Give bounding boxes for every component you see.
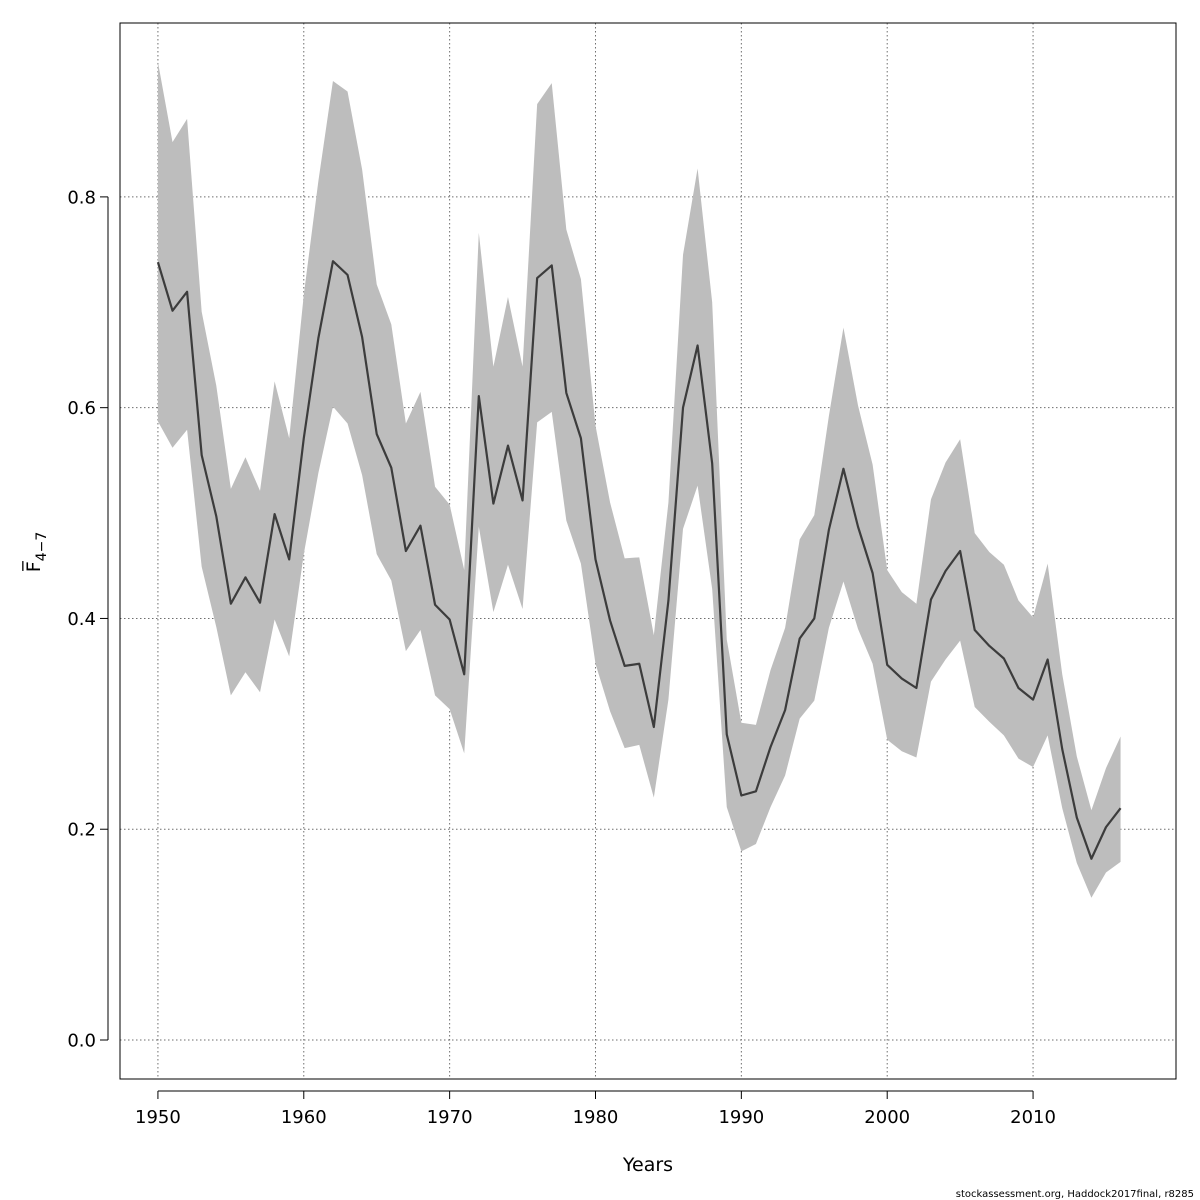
x-tick-label: 1950 <box>135 1107 181 1128</box>
x-tick-label: 1990 <box>718 1107 764 1128</box>
plot-frame <box>119 22 1177 1080</box>
x-tick-label: 1970 <box>427 1107 473 1128</box>
y-tick-label: 0.0 <box>67 1031 96 1052</box>
y-axis-title-subscript: 4−7 <box>34 532 50 562</box>
y-axis: 0.0 0.2 0.4 0.6 0.8 <box>67 187 109 1052</box>
x-tick-label: 1980 <box>573 1107 619 1128</box>
y-tick-label: 0.6 <box>67 398 96 419</box>
confidence-band <box>157 61 1121 898</box>
y-tick-label: 0.8 <box>67 187 96 208</box>
y-axis-title-main: F̅ <box>21 560 45 572</box>
x-axis: 1950 1960 1970 1980 1990 2000 2010 <box>135 1090 1056 1128</box>
credit-text: stockassessment.org, Haddock2017final, r… <box>956 1189 1194 1200</box>
y-axis-title: F̅4−7 <box>21 532 50 572</box>
x-axis-title: Years <box>622 1154 673 1176</box>
x-tick-label: 1960 <box>281 1107 327 1128</box>
y-tick-label: 0.4 <box>67 609 96 630</box>
estimate-line <box>156 260 1122 860</box>
y-tick-label: 0.2 <box>67 820 96 841</box>
x-tick-label: 2010 <box>1010 1107 1056 1128</box>
x-tick-label: 2000 <box>864 1107 910 1128</box>
